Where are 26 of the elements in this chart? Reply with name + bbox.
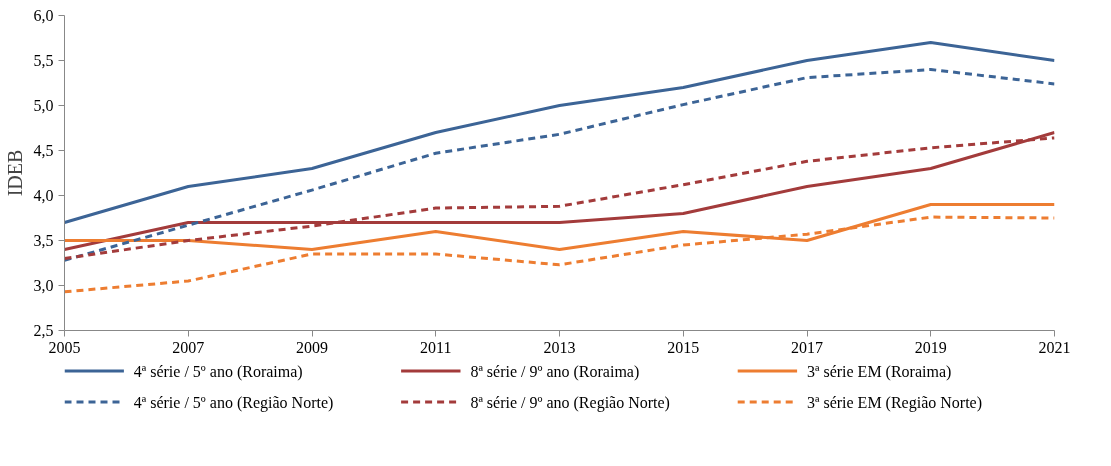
- x-tick-label: 2021: [1038, 338, 1071, 356]
- x-tick-label: 2013: [543, 338, 576, 356]
- y-tick-label: 4,0: [33, 187, 54, 204]
- x-tick-label: 2009: [296, 338, 328, 356]
- legend-label: 3ª série EM (Região Norte): [807, 393, 983, 412]
- x-tick-label: 2011: [420, 338, 452, 356]
- x-tick-label: 2017: [791, 338, 823, 356]
- y-tick-label: 3,0: [33, 277, 54, 294]
- legend-label: 3ª série EM (Roraima): [807, 362, 952, 381]
- y-tick-label: 5,0: [33, 97, 54, 114]
- y-tick-label: 5,5: [33, 52, 54, 69]
- x-tick-label: 2015: [667, 338, 700, 356]
- legend-label: 8ª série / 9º ano (Roraima): [470, 362, 640, 381]
- y-axis-title: IDEB: [3, 149, 26, 197]
- x-tick-label: 2007: [172, 338, 205, 356]
- legend-label: 4ª série / 5º ano (Região Norte): [133, 393, 334, 412]
- y-tick-label: 4,5: [33, 142, 54, 159]
- line-series: [64, 68, 1055, 262]
- legend-label: 4ª série / 5º ano (Roraima): [133, 362, 303, 381]
- legend-label: 8ª série / 9º ano (Região Norte): [470, 393, 670, 412]
- y-tick-label: 2,5: [33, 322, 54, 339]
- y-tick-label: 6,0: [33, 7, 54, 24]
- y-tick-label: 3,5: [33, 232, 54, 249]
- x-tick-label: 2019: [914, 338, 947, 356]
- x-tick-label: 2005: [48, 338, 81, 356]
- line-series: [64, 41, 1055, 224]
